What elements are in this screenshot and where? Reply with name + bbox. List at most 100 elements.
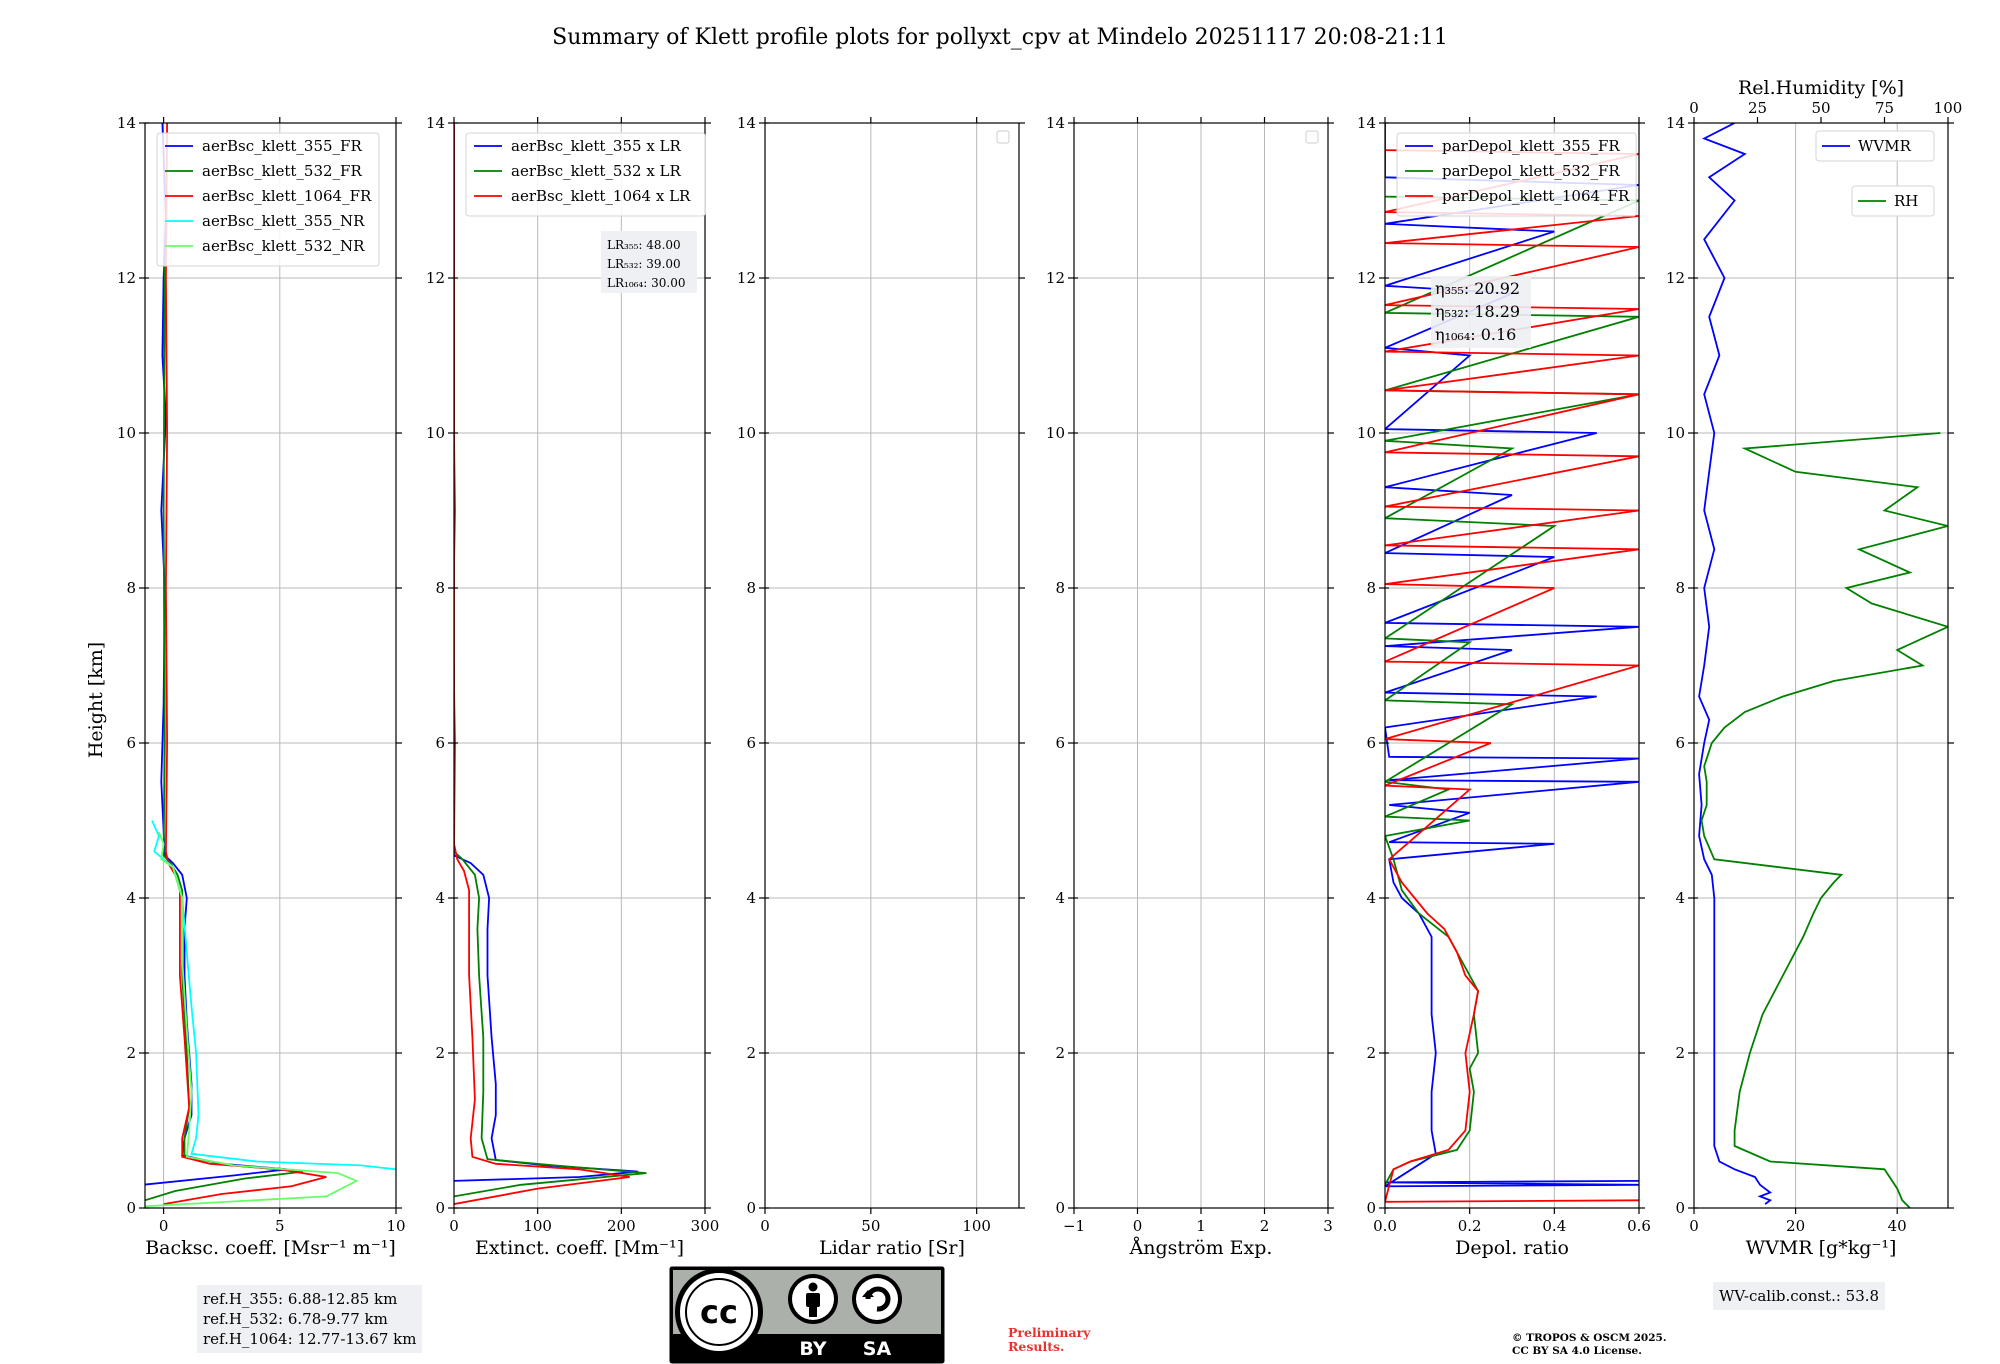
legend-box (1396, 132, 1637, 217)
ref-height-1064: ref.H_1064: 12.77-13.67 km (203, 1330, 417, 1348)
wv-calib-const: WV-calib.const.: 53.8 (1719, 1287, 1880, 1305)
y-tick-label: 8 (1055, 579, 1065, 597)
y-tick-label: 0 (746, 1199, 756, 1217)
y-tick-label: 8 (126, 579, 136, 597)
plot-frame (144, 122, 397, 1209)
share-alike-icon (852, 1274, 902, 1324)
series-group (1385, 123, 1639, 1203)
cc-logo-icon: cc (675, 1268, 763, 1356)
series-line-aerBsc_klett_532_FR (145, 262, 304, 1202)
legend-entry: aerBsc_klett_355 x LR (511, 137, 682, 155)
wv-calib-box: WV-calib.const.: 53.8 (1713, 1282, 1886, 1310)
top-x-tick-label: 25 (1748, 99, 1767, 117)
y-tick-label: 6 (1366, 734, 1376, 752)
legend-entry: WVMR (1858, 137, 1912, 155)
x-tick-label: −1 (1063, 1217, 1085, 1235)
legend-entry: parDepol_klett_355_FR (1442, 137, 1620, 155)
y-tick-label: 4 (435, 889, 445, 907)
x-tick-label: 0 (159, 1217, 169, 1235)
legend-box (465, 132, 706, 217)
y-tick-label: 12 (737, 269, 756, 287)
legend-entry: RH (1894, 192, 1918, 210)
top-x-tick-label: 100 (1934, 99, 1963, 117)
series-line-aerBsc_klett_532 x LR (454, 278, 647, 1198)
ref-height-532: ref.H_532: 6.78-9.77 km (203, 1310, 388, 1328)
y-tick-label: 0 (1366, 1199, 1376, 1217)
y-tick-label: 6 (746, 734, 756, 752)
y-tick-label: 14 (1666, 114, 1685, 132)
y-tick-label: 8 (1675, 579, 1685, 597)
y-tick-label: 8 (1366, 579, 1376, 597)
x-tick-label: 0.4 (1542, 1217, 1566, 1235)
y-tick-label: 8 (435, 579, 445, 597)
x-tick-label: 0 (1689, 1217, 1699, 1235)
y-tick-label: 14 (1357, 114, 1376, 132)
legend-entry: aerBsc_klett_1064 x LR (511, 187, 691, 205)
top-x-tick-label: 75 (1875, 99, 1894, 117)
y-tick-label: 14 (1046, 114, 1065, 132)
eta-label: η₅₃₂: 18.29 (1435, 302, 1520, 321)
legend-box (1815, 130, 1935, 162)
series-line-parDepol_klett_355_FR (1385, 123, 1639, 1188)
x-tick-label: 1 (1196, 1217, 1206, 1235)
legend-box (1851, 185, 1935, 217)
legend-entry: aerBsc_klett_532_FR (202, 162, 362, 180)
lidar-ratio-info: LR₅₃₂: 39.00 (607, 257, 681, 271)
top-x-tick-label: 50 (1811, 99, 1830, 117)
y-tick-label: 0 (126, 1199, 136, 1217)
y-tick-label: 2 (1055, 1044, 1065, 1062)
y-tick-label: 10 (737, 424, 756, 442)
y-tick-label: 4 (126, 889, 136, 907)
eta-info-box (1431, 276, 1531, 348)
copyright-line-1: © TROPOS & OSCM 2025. (1512, 1332, 1667, 1344)
figure-title: Summary of Klett profile plots for polly… (552, 25, 1448, 50)
preliminary-note: Preliminary Results. (1008, 1326, 1090, 1354)
top-axis-label: Rel.Humidity [%] (1738, 77, 1904, 99)
lidar-ratio-info: LR₁₀₆₄: 30.00 (607, 276, 685, 290)
eta-label: η₃₅₅: 20.92 (1435, 279, 1520, 298)
cc-logo-text: cc (700, 1293, 738, 1331)
series-line-WVMR (1698, 123, 1773, 1205)
y-tick-label: 2 (1366, 1044, 1376, 1062)
y-tick-label: 8 (746, 579, 756, 597)
y-axis-label: Height [km] (85, 642, 107, 758)
y-tick-label: 0 (1675, 1199, 1685, 1217)
preliminary-line-1: Preliminary (1008, 1325, 1091, 1340)
x-tick-label: 10 (386, 1217, 405, 1235)
y-tick-label: 10 (1666, 424, 1685, 442)
y-tick-label: 12 (426, 269, 445, 287)
y-tick-label: 12 (1666, 269, 1685, 287)
legend-entry: parDepol_klett_532_FR (1442, 162, 1620, 180)
y-tick-label: 10 (117, 424, 136, 442)
y-tick-label: 2 (1675, 1044, 1685, 1062)
series-line-parDepol_klett_1064_FR (1385, 149, 1639, 1203)
x-axis-label: Lidar ratio [Sr] (819, 1237, 965, 1259)
legend-entry: parDepol_klett_1064_FR (1442, 187, 1630, 205)
legend-entry: aerBsc_klett_532 x LR (511, 162, 682, 180)
x-tick-label: 0.0 (1373, 1217, 1397, 1235)
y-tick-label: 10 (426, 424, 445, 442)
x-tick-label: 100 (523, 1217, 552, 1235)
x-tick-label: 0.2 (1458, 1217, 1482, 1235)
x-tick-label: 50 (861, 1217, 880, 1235)
y-tick-label: 10 (1046, 424, 1065, 442)
cc-license-badge: cc BY SA (669, 1266, 945, 1364)
y-tick-label: 14 (426, 114, 445, 132)
y-tick-label: 12 (1357, 269, 1376, 287)
y-tick-label: 4 (1675, 889, 1685, 907)
y-tick-label: 14 (117, 114, 136, 132)
x-axis-label: Ångström Exp. (1129, 1237, 1273, 1259)
y-tick-label: 6 (1055, 734, 1065, 752)
x-axis-label: WVMR [g*kg⁻¹] (1746, 1237, 1897, 1259)
y-tick-label: 0 (435, 1199, 445, 1217)
legend-box-empty (1305, 130, 1319, 144)
plot-frame (1693, 122, 1949, 1209)
x-tick-label: 200 (607, 1217, 636, 1235)
ref-height-355: ref.H_355: 6.88-12.85 km (203, 1290, 398, 1308)
lidar-ratio-info: LR₃₅₅: 48.00 (607, 238, 681, 252)
series-group (145, 123, 396, 1208)
y-tick-label: 4 (746, 889, 756, 907)
